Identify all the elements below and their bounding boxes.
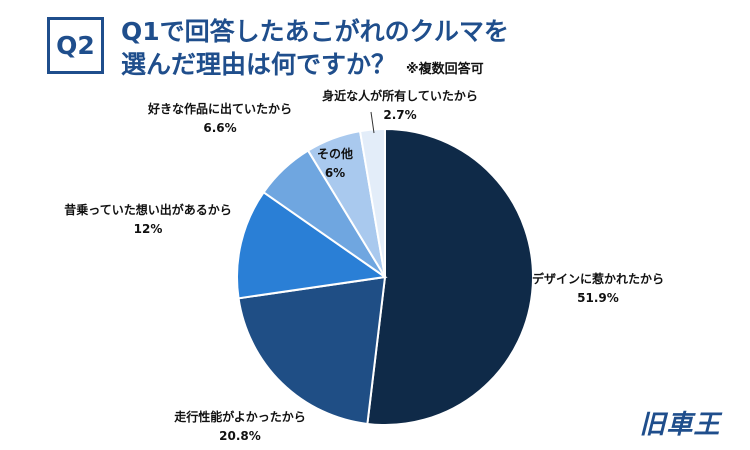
pie-slice-2 [237,275,387,426]
slice-value-2: 20.8% [219,429,261,443]
slice-value-5: 6% [325,166,345,180]
slice-value-1: 51.9% [577,291,619,305]
question-title: Q1で回答したあこがれのクルマを 選んだ理由は何ですか？ ※複数回答可 [121,15,509,86]
question-number-badge: Q2 [47,17,104,74]
brand-logo: 旧車王 [639,410,721,440]
slice-value-6: 2.7% [383,108,416,122]
slice-value-3: 12% [134,222,163,236]
pie-slices [236,127,534,426]
question-line-2-text: 選んだ理由は何ですか？ [121,50,397,79]
pie-slice-6 [358,127,386,278]
pie-slice-1 [366,127,534,426]
slice-label-5: その他 [317,146,353,161]
multiple-answer-note: ※複数回答可 [406,62,484,77]
slice-value-4: 6.6% [203,121,236,135]
slice-label-6: 身近な人が所有していたから [322,88,478,103]
slice-label-1: デザインに惹かれたから [532,271,664,286]
question-line-2: 選んだ理由は何ですか？ ※複数回答可 [121,48,509,86]
slice-label-4: 好きな作品に出ていたから [147,101,292,116]
slice-label-2: 走行性能がよかったから [174,409,305,424]
pie-labels: デザインに惹かれたから 51.9% 走行性能がよかったから 20.8% 昔乗っていた想い… [64,88,664,443]
pie-slice-3 [236,190,388,300]
question-line-1: Q1で回答したあこがれのクルマを [121,17,509,46]
slice-label-3: 昔乗っていた想い出があるから [64,202,231,217]
leader-line [370,111,375,134]
